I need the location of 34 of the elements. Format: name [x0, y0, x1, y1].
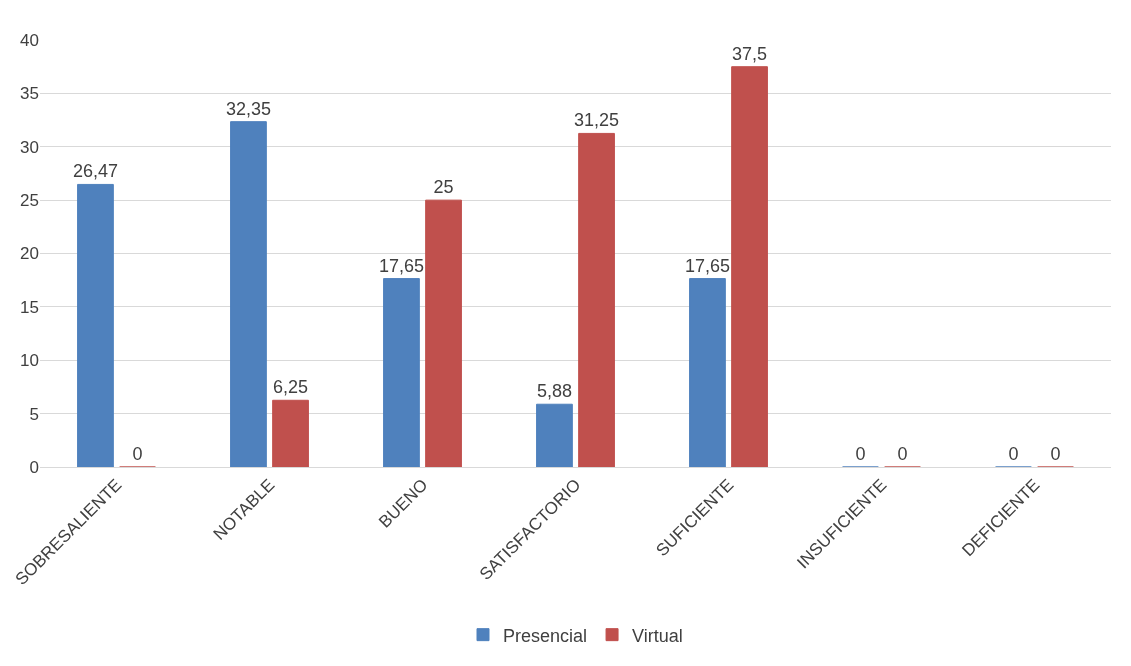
bar — [578, 132, 615, 467]
y-tick-label: 35 — [20, 84, 39, 104]
bar — [77, 183, 114, 467]
data-label: 32,35 — [225, 98, 271, 119]
legend-label: Presencial — [503, 625, 588, 646]
data-label: 0 — [855, 444, 866, 464]
y-tick-label: 40 — [20, 30, 39, 50]
bar — [425, 199, 462, 467]
y-tick-label: 25 — [20, 191, 39, 211]
data-label: 0 — [132, 444, 143, 464]
data-label: 26,47 — [72, 161, 118, 182]
data-label: 31,25 — [574, 110, 620, 131]
data-label: 37,5 — [732, 43, 768, 64]
bar — [536, 403, 573, 467]
data-label: 5,88 — [536, 381, 572, 402]
bar — [731, 66, 768, 467]
bar — [272, 399, 309, 467]
data-label: 17,65 — [378, 255, 424, 276]
bar — [689, 278, 726, 467]
data-label: 0 — [1050, 444, 1061, 464]
y-tick-label: 20 — [20, 244, 39, 264]
data-label: 6,25 — [273, 377, 309, 398]
data-label: 0 — [1008, 444, 1019, 464]
bar — [383, 278, 420, 467]
data-label: 0 — [897, 444, 908, 464]
y-tick-label: 0 — [29, 457, 39, 477]
legend-label: Virtual — [632, 625, 683, 646]
data-label: 25 — [433, 177, 454, 198]
data-label: 17,65 — [684, 255, 730, 276]
y-tick-label: 15 — [20, 297, 39, 317]
bar — [230, 121, 267, 467]
y-tick-label: 5 — [29, 404, 39, 424]
y-tick-label: 30 — [20, 137, 39, 157]
y-tick-label: 10 — [20, 351, 39, 371]
